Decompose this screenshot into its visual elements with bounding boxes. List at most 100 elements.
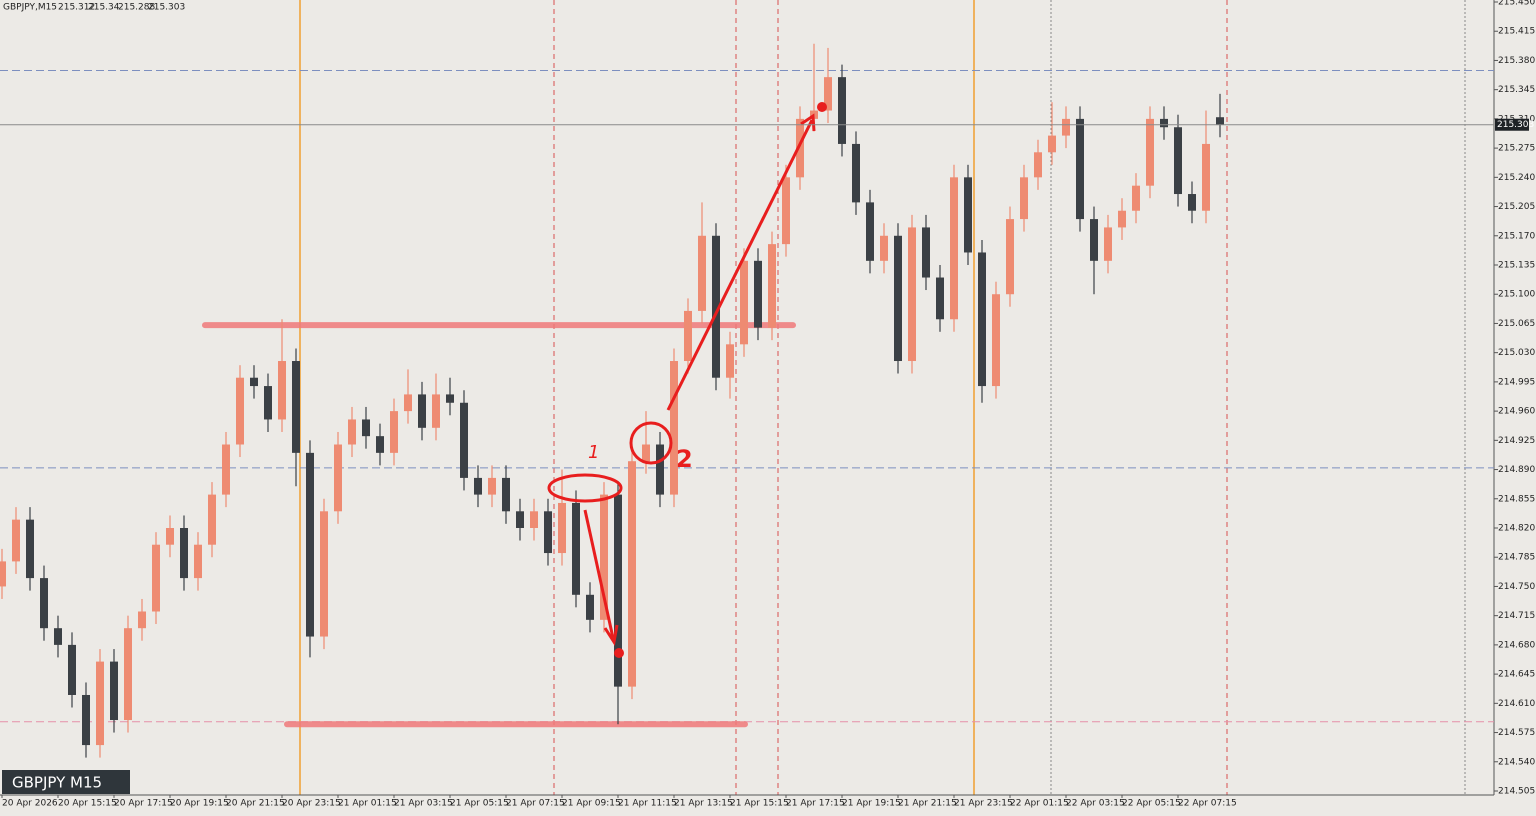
y-tick-label: 214.645 — [1498, 670, 1535, 680]
x-tick-label: 21 Apr 09:15 — [562, 799, 621, 809]
candle-body — [1020, 177, 1028, 220]
candle-body — [236, 377, 244, 445]
candle-body — [1174, 127, 1182, 195]
candle-body — [432, 394, 440, 428]
candle-body — [222, 444, 230, 495]
y-tick-label: 215.100 — [1498, 290, 1535, 300]
candle-body — [628, 461, 636, 687]
x-tick-label: 21 Apr 23:15 — [954, 799, 1013, 809]
candle-body — [292, 361, 300, 453]
symbol-badge-bg — [2, 770, 130, 794]
arrow — [666, 119, 814, 411]
x-tick-label: 21 Apr 05:15 — [450, 799, 509, 809]
candle-body — [180, 528, 188, 579]
candle-body — [670, 361, 678, 495]
circle-mark — [629, 421, 673, 465]
candle-body — [684, 310, 692, 362]
candle-body — [348, 419, 356, 445]
candle-body — [390, 411, 398, 453]
symbol-badge: GBPJPY M15 — [12, 774, 102, 792]
candle-body — [110, 661, 118, 721]
candle-body — [208, 494, 216, 545]
candle-body — [614, 494, 622, 687]
y-tick-label: 214.855 — [1498, 494, 1535, 504]
candle-body — [166, 528, 174, 545]
x-tick-label: 21 Apr 21:15 — [898, 799, 957, 809]
current-price-label: 215.303 — [1497, 120, 1534, 130]
candle-body — [880, 235, 888, 261]
candle-body — [40, 578, 48, 629]
y-tick-label: 215.345 — [1498, 85, 1535, 95]
ohlc-open: 215.312 — [58, 3, 95, 13]
candle-body — [768, 244, 776, 328]
candle-body — [922, 227, 930, 278]
y-tick-label: 214.820 — [1498, 524, 1535, 534]
symbol-title: GBPJPY,M15 — [3, 3, 57, 13]
candle-body — [474, 477, 482, 495]
candle-body — [12, 519, 20, 562]
y-tick-label: 214.960 — [1498, 407, 1535, 417]
y-tick-label: 214.540 — [1498, 757, 1535, 767]
candle-body — [544, 511, 552, 554]
candle-body — [894, 235, 902, 362]
y-tick-label: 214.680 — [1498, 640, 1535, 650]
candle-body — [908, 227, 916, 362]
y-tick-label: 215.240 — [1498, 173, 1535, 183]
candle-body — [964, 177, 972, 253]
candle-body — [992, 294, 1000, 387]
candle-body — [1048, 135, 1056, 153]
candle-body — [782, 177, 790, 245]
candle-body — [82, 694, 90, 746]
arrow-head — [800, 113, 816, 132]
arrow — [583, 509, 615, 639]
y-tick-label: 215.380 — [1498, 56, 1535, 66]
y-tick-label: 214.575 — [1498, 728, 1535, 738]
candle-body — [852, 143, 860, 203]
candle-body — [68, 644, 76, 695]
x-tick-label: 21 Apr 15:15 — [730, 799, 789, 809]
dot — [614, 648, 624, 658]
candle-body — [460, 402, 468, 478]
y-tick-label: 214.505 — [1498, 787, 1535, 797]
y-tick-label: 214.925 — [1498, 436, 1535, 446]
candle-body — [264, 386, 272, 420]
x-tick-label: 20 Apr 23:15 — [282, 799, 341, 809]
ohlc-high: 215.34 — [88, 3, 120, 13]
candle-body — [726, 344, 734, 378]
y-tick-label: 215.030 — [1498, 348, 1535, 358]
candle-body — [152, 544, 160, 612]
y-tick-label: 214.610 — [1498, 699, 1535, 709]
candle-body — [698, 235, 706, 311]
candle-body — [1006, 219, 1014, 295]
x-tick-label: 22 Apr 03:15 — [1066, 799, 1125, 809]
candle-body — [978, 252, 986, 387]
y-tick-label: 215.170 — [1498, 231, 1535, 241]
y-tick-label: 215.450 — [1498, 0, 1535, 8]
candle-body — [1076, 118, 1084, 220]
y-tick-label: 215.275 — [1498, 144, 1535, 154]
candle-body — [1160, 118, 1168, 128]
x-tick-label: 21 Apr 03:15 — [394, 799, 453, 809]
x-tick-label: 21 Apr 07:15 — [506, 799, 565, 809]
candle-body — [796, 118, 804, 178]
y-tick-label: 215.135 — [1498, 261, 1535, 271]
x-tick-label: 20 Apr 17:15 — [114, 799, 173, 809]
candle-body — [194, 544, 202, 579]
arrow-head — [603, 624, 619, 647]
candle-body — [516, 511, 524, 528]
y-tick-label: 214.995 — [1498, 377, 1535, 387]
x-tick-label: 22 Apr 01:15 — [1010, 799, 1069, 809]
candle-body — [1034, 152, 1042, 178]
x-tick-label: 21 Apr 11:15 — [618, 799, 677, 809]
x-tick-label: 20 Apr 21:15 — [226, 799, 285, 809]
candle-body — [950, 177, 958, 320]
candle-body — [656, 444, 664, 495]
annotation: 1 — [588, 442, 599, 463]
y-tick-label: 215.205 — [1498, 202, 1535, 212]
candle-body — [26, 519, 34, 579]
candle-body — [838, 77, 846, 144]
candle-body — [278, 361, 286, 420]
